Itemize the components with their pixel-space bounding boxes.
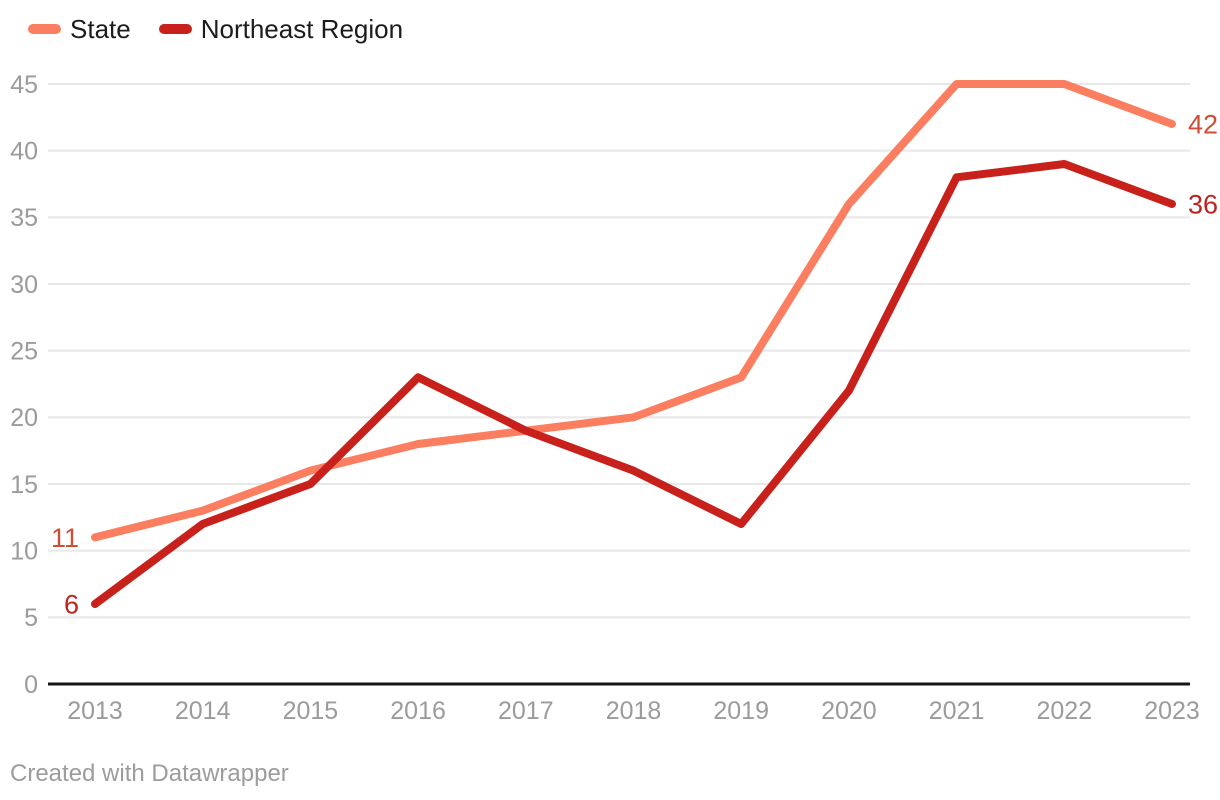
x-tick-label: 2016 [390, 697, 446, 725]
y-tick-label: 30 [10, 271, 38, 299]
x-tick-label: 2021 [929, 697, 985, 725]
x-tick-label: 2013 [67, 697, 123, 725]
x-tick-label: 2017 [498, 697, 554, 725]
end-value-label: 36 [1188, 189, 1218, 219]
start-value-label: 6 [64, 589, 79, 619]
y-tick-label: 40 [10, 137, 38, 165]
y-tick-label: 20 [10, 404, 38, 432]
y-tick-label: 35 [10, 204, 38, 232]
x-tick-label: 2018 [606, 697, 662, 725]
legend-item-northeast-region-label: Northeast Region [200, 14, 404, 44]
y-tick-label: 5 [24, 604, 38, 632]
start-value-label: 11 [51, 523, 79, 553]
x-tick-label: 2020 [821, 697, 877, 725]
y-tick-label: 15 [10, 471, 38, 499]
northeast-region-line-swatch-icon [158, 24, 192, 34]
state-line-swatch-icon [28, 24, 61, 34]
y-tick-label: 25 [10, 337, 38, 365]
legend-item-state-label: State [70, 14, 131, 44]
legend-item-state: State [28, 16, 131, 42]
x-tick-label: 2023 [1144, 697, 1200, 725]
end-value-label: 42 [1188, 109, 1218, 139]
series-line-northeast-region [91, 160, 1176, 608]
x-tick-label: 2022 [1036, 697, 1092, 725]
x-tick-label: 2019 [713, 697, 769, 725]
x-tick-label: 2014 [175, 697, 231, 725]
series-line-state [91, 80, 1176, 542]
legend: State Northeast Region [28, 16, 403, 42]
y-tick-label: 45 [10, 71, 38, 99]
y-tick-label: 10 [10, 537, 38, 565]
x-tick-label: 2015 [283, 697, 339, 725]
legend-item-northeast-region: Northeast Region [158, 14, 404, 44]
y-tick-label: 0 [24, 671, 38, 699]
attribution-text: Created with Datawrapper [10, 760, 289, 787]
